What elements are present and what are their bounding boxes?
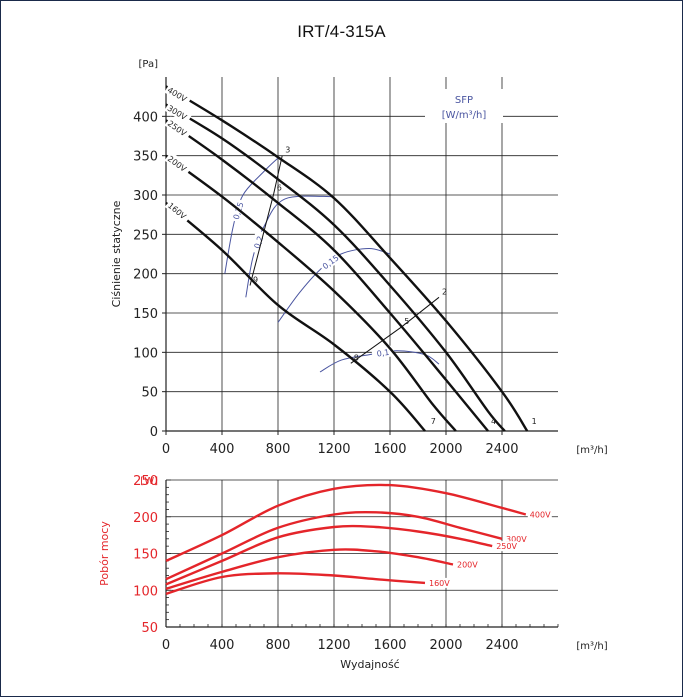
- x-tick-label: 1200: [317, 442, 350, 457]
- y-tick-label: 250: [133, 228, 158, 243]
- pressure-curve: [165, 103, 506, 432]
- y-tick-label: 300: [133, 189, 158, 204]
- curve-label-bg: [164, 151, 193, 176]
- power-curve: [165, 524, 493, 586]
- x-tick-label: 2400: [485, 638, 518, 653]
- power-curve-label: 400V: [530, 511, 551, 520]
- y-axis-title: Pobór mocy: [98, 521, 111, 586]
- power-curve-label: 160V: [429, 579, 450, 588]
- pressure-curve: [165, 85, 529, 432]
- power-label-bg: [527, 509, 552, 520]
- pressure-curve: [165, 119, 489, 432]
- x-axis-title: Wydajność: [340, 658, 399, 671]
- pressure-curve: [165, 154, 457, 432]
- x-tick-label: 1200: [317, 638, 350, 653]
- power-curve: [165, 548, 454, 590]
- power-label-bg: [455, 559, 479, 570]
- x-tick-label: 2000: [429, 638, 462, 653]
- y-tick-label: 250: [133, 474, 158, 489]
- curve-label-bg: [164, 198, 192, 224]
- operating-point-label: 3: [285, 146, 290, 155]
- x-tick-label: 800: [266, 442, 291, 457]
- x-unit: [m³/h]: [576, 641, 607, 652]
- y-axis-title: Ciśnienie statyczne: [110, 200, 123, 307]
- sfp-line-label: 0,1: [376, 348, 390, 359]
- pressure-curve: [165, 201, 426, 432]
- sfp-box: [425, 89, 503, 123]
- y-tick-label: 200: [133, 511, 158, 526]
- curve-label-bg: [164, 82, 193, 106]
- power-curve: [165, 572, 426, 596]
- x-tick-label: 2000: [429, 442, 462, 457]
- power-label-bg: [504, 533, 528, 544]
- power-curve-label: 200V: [457, 561, 478, 570]
- operating-point-label: 6: [277, 183, 282, 192]
- operating-point-label: 5: [404, 317, 409, 326]
- operating-point-label: 2: [442, 287, 447, 296]
- x-tick-label: 0: [162, 638, 170, 653]
- operating-point-label: 4: [491, 417, 496, 426]
- sfp-line: [224, 157, 279, 274]
- power-label-bg: [494, 541, 519, 552]
- y-tick-label: 100: [133, 584, 158, 599]
- system-line: [249, 155, 283, 286]
- operating-point-label: 1: [532, 417, 537, 426]
- y-tick-label: 200: [133, 268, 158, 283]
- curve-label-bg: [164, 116, 193, 141]
- x-tick-label: 800: [266, 638, 291, 653]
- x-tick-label: 400: [210, 442, 235, 457]
- x-tick-label: 0: [162, 442, 170, 457]
- curve-label-bg: [164, 101, 193, 124]
- x-tick-label: 1600: [373, 638, 406, 653]
- chart-title: IRT/4-315A: [297, 22, 386, 41]
- power-curve-label: 300V: [506, 535, 527, 544]
- power-curve: [165, 483, 527, 562]
- y-unit: [W]: [140, 476, 158, 487]
- y-tick-label: 350: [133, 150, 158, 165]
- power-curve: [165, 510, 503, 581]
- y-tick-label: 0: [150, 425, 158, 440]
- y-tick-label: 150: [133, 548, 158, 563]
- y-tick-label: 50: [141, 386, 158, 401]
- x-tick-label: 1600: [373, 442, 406, 457]
- operating-point-label: 8: [354, 353, 359, 362]
- x-unit: [m³/h]: [576, 445, 607, 456]
- operating-point-label: 9: [253, 275, 258, 284]
- x-tick-label: 400: [210, 638, 235, 653]
- y-tick-label: 50: [141, 621, 158, 636]
- power-curve-label: 250V: [496, 542, 517, 551]
- sfp-unit: [W/m³/h]: [442, 110, 487, 121]
- y-tick-label: 150: [133, 307, 158, 322]
- sfp-label: SFP: [455, 95, 473, 106]
- y-unit: [Pa]: [138, 59, 158, 70]
- sfp-line-label-bg: [318, 250, 343, 273]
- sfp-line-label-bg: [229, 198, 247, 223]
- x-tick-label: 2400: [485, 442, 518, 457]
- y-tick-label: 100: [133, 346, 158, 361]
- power-label-bg: [427, 577, 451, 588]
- operating-point-label: 7: [431, 417, 436, 426]
- y-tick-label: 400: [133, 110, 158, 125]
